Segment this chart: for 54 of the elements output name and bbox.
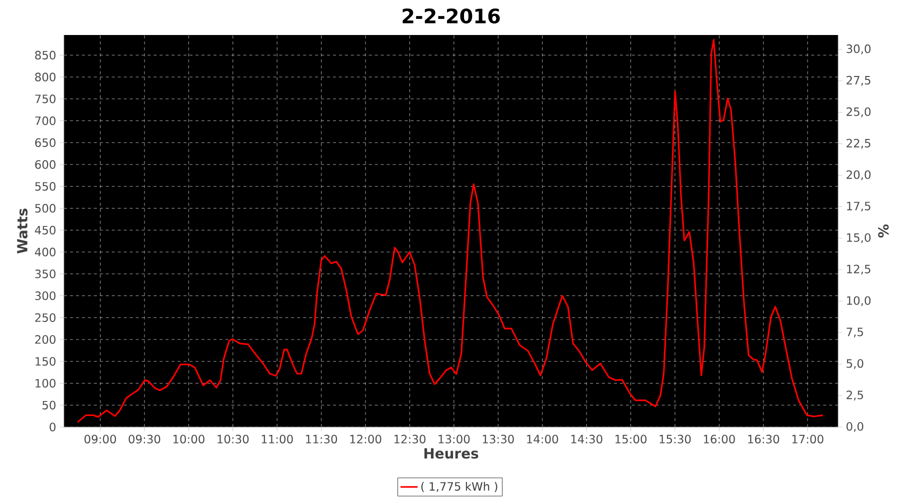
y2-tick-label: 7,5 xyxy=(846,328,863,338)
y-tick-label: 350 xyxy=(35,270,56,278)
y2-tick-label: 20,0 xyxy=(846,170,871,180)
y2-tick-label: 10,0 xyxy=(847,296,871,306)
y-tick-label: 650 xyxy=(35,138,56,147)
x-tick-label: 16:30 xyxy=(748,434,780,444)
x-tick-label: 15:30 xyxy=(660,434,691,444)
y-tick-label: 150 xyxy=(36,357,56,366)
y2-tick-label: 15,0 xyxy=(847,233,871,244)
y2-tick-label: 30,0 xyxy=(846,44,871,54)
y-tick-label: 100 xyxy=(36,378,56,388)
y-tick-label: 250 xyxy=(35,313,56,322)
y-tick-label: 0 xyxy=(50,422,56,432)
x-tick-label: 12:30 xyxy=(394,434,426,444)
y-axis-title: Watts xyxy=(17,208,28,254)
x-tick-label: 11:30 xyxy=(306,434,338,444)
x-tick-label: 15:00 xyxy=(616,434,646,444)
y-tick-label: 700 xyxy=(35,116,56,126)
x-axis-title: Heures xyxy=(424,448,478,459)
y2-tick-label: 2,5 xyxy=(846,390,863,400)
x-tick-label: 09:30 xyxy=(128,434,160,444)
y2-tick-label: 17,5 xyxy=(847,202,870,212)
y2-tick-label: 22,5 xyxy=(846,138,870,149)
y-tick-label: 450 xyxy=(34,226,56,234)
y-tick-label: 800 xyxy=(35,72,56,82)
y-tick-label: 200 xyxy=(35,335,56,344)
y2-tick-label: 0,0 xyxy=(846,422,864,432)
y2-axis-title: % xyxy=(878,224,889,238)
y2-tick-label: 5,0 xyxy=(846,359,864,369)
y-tick-label: 850 xyxy=(35,50,56,60)
y2-tick-label: 25,0 xyxy=(846,107,871,118)
x-tick-label: 14:30 xyxy=(571,434,602,444)
y2-tick-label: 27,5 xyxy=(846,76,870,86)
chart-title: 2-2-2016 xyxy=(402,8,500,24)
x-tick-label: 10:30 xyxy=(218,434,249,444)
x-tick-label: 16:00 xyxy=(704,434,735,444)
y-tick-label: 500 xyxy=(35,204,56,213)
y2-tick-label: 12,5 xyxy=(847,264,870,275)
x-tick-label: 13:00 xyxy=(438,434,470,444)
y-tick-label: 300 xyxy=(35,291,56,300)
y-tick-label: 50 xyxy=(42,400,56,410)
y-tick-label: 750 xyxy=(35,94,56,104)
x-tick-label: 11:00 xyxy=(262,434,293,444)
legend-label: ( 1,775 kWh ) xyxy=(421,482,498,492)
y-tick-label: 550 xyxy=(35,182,56,191)
x-tick-label: 17:00 xyxy=(792,434,824,444)
x-tick-label: 10:00 xyxy=(173,434,204,444)
x-tick-label: 13:30 xyxy=(482,434,514,444)
x-tick-label: 09:00 xyxy=(84,434,116,444)
y-tick-label: 600 xyxy=(35,160,56,169)
line-series xyxy=(76,39,824,423)
x-tick-label: 12:00 xyxy=(350,434,382,444)
y-tick-label: 400 xyxy=(34,248,56,256)
x-tick-label: 14:00 xyxy=(527,434,558,444)
